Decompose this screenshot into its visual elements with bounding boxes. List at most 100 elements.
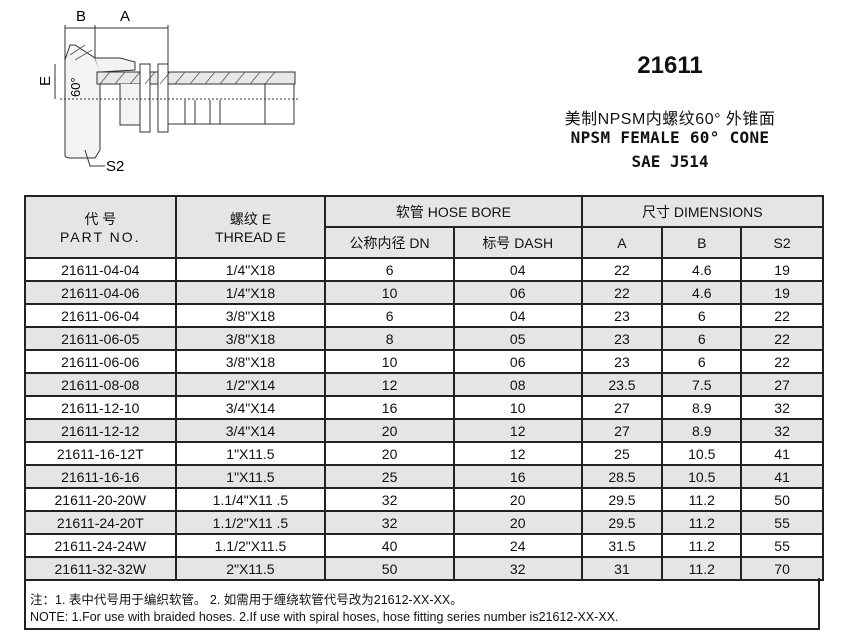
cell-part-no: 21611-16-12T (24, 441, 177, 466)
cell-dash: 12 (452, 441, 583, 466)
cell-dash: 32 (452, 556, 583, 581)
cell-thread: 3/4"X14 (174, 395, 327, 420)
product-name-cn: 美制NPSM内螺纹60° 外锥面 (564, 111, 776, 128)
cell-dn: 8 (324, 326, 455, 351)
header-s2: S2 (740, 226, 824, 259)
cell-b: 4.6 (661, 257, 743, 282)
cell-s2: 19 (740, 257, 824, 282)
cell-dash: 05 (452, 326, 583, 351)
header-part-cn: 代 号 (84, 211, 117, 227)
header-a: A (580, 226, 664, 259)
cell-b: 11.2 (661, 510, 743, 535)
cell-dn: 32 (324, 510, 455, 535)
cell-a: 31.5 (580, 533, 664, 558)
cell-dn: 50 (324, 556, 455, 581)
table-row: 21611-12-10 3/4"X14 16 10 27 8.9 32 (24, 395, 824, 420)
header-dimensions: 尺寸 DIMENSIONS (580, 195, 825, 228)
cell-s2: 32 (740, 418, 824, 443)
label-b: B (76, 8, 86, 25)
table-row: 21611-24-20T 1.1/2"X11 .5 32 20 29.5 11.2 55 (24, 510, 824, 535)
cell-b: 10.5 (661, 441, 743, 466)
cell-s2: 50 (740, 487, 824, 512)
cell-a: 23.5 (580, 372, 664, 397)
cell-thread: 1.1/4"X11 .5 (174, 487, 327, 512)
cell-dash: 12 (452, 418, 583, 443)
product-name-en: NPSM FEMALE 60° CONE (570, 128, 770, 147)
header-part-en: PART NO. (60, 229, 141, 245)
cell-part-no: 21611-20-20W (24, 487, 177, 512)
cell-dn: 25 (324, 464, 455, 489)
cell-dash: 24 (452, 533, 583, 558)
header-part-no: 代 号 PART NO. (24, 195, 177, 259)
cell-s2: 22 (740, 303, 824, 328)
cell-part-no: 21611-04-06 (24, 280, 177, 305)
cell-s2: 32 (740, 395, 824, 420)
cell-s2: 55 (740, 510, 824, 535)
cell-b: 7.5 (661, 372, 743, 397)
cell-part-no: 21611-06-06 (24, 349, 177, 374)
cell-dash: 16 (452, 464, 583, 489)
cell-a: 27 (580, 395, 664, 420)
cell-b: 4.6 (661, 280, 743, 305)
cell-b: 6 (661, 303, 743, 328)
table-row: 21611-12-12 3/4"X14 20 12 27 8.9 32 (24, 418, 824, 443)
cell-part-no: 21611-12-10 (24, 395, 177, 420)
table-row: 21611-06-06 3/8"X18 10 06 23 6 22 (24, 349, 824, 374)
cell-thread: 1/4"X18 (174, 257, 327, 282)
cell-dn: 6 (324, 257, 455, 282)
cell-part-no: 21611-24-20T (24, 510, 177, 535)
cell-thread: 1.1/2"X11.5 (174, 533, 327, 558)
cell-thread: 3/8"X18 (174, 303, 327, 328)
cell-part-no: 21611-24-24W (24, 533, 177, 558)
cell-a: 22 (580, 257, 664, 282)
label-angle: 60° (68, 77, 83, 97)
table-row: 21611-16-16 1"X11.5 25 16 28.5 10.5 41 (24, 464, 824, 489)
table-row: 21611-16-12T 1"X11.5 20 12 25 10.5 41 (24, 441, 824, 466)
cell-dn: 20 (324, 441, 455, 466)
cell-b: 8.9 (661, 418, 743, 443)
cell-a: 23 (580, 349, 664, 374)
cell-b: 8.9 (661, 395, 743, 420)
header-dn: 公称内径 DN (324, 226, 455, 259)
label-e: E (37, 76, 54, 86)
cell-thread: 1"X11.5 (174, 441, 327, 466)
cell-s2: 55 (740, 533, 824, 558)
cell-dn: 16 (324, 395, 455, 420)
label-a: A (120, 8, 130, 25)
part-series-title: 21611 (637, 52, 703, 79)
fitting-drawing: B A E 60° S2 (37, 8, 298, 175)
cell-a: 22 (580, 280, 664, 305)
cell-dn: 10 (324, 349, 455, 374)
cell-b: 6 (661, 326, 743, 351)
cell-part-no: 21611-04-04 (24, 257, 177, 282)
cell-b: 11.2 (661, 487, 743, 512)
table-row: 21611-06-05 3/8"X18 8 05 23 6 22 (24, 326, 824, 351)
cell-thread: 3/8"X18 (174, 349, 327, 374)
cell-a: 25 (580, 441, 664, 466)
standard-label: SAE J514 (631, 152, 709, 171)
cell-dash: 06 (452, 280, 583, 305)
cell-b: 6 (661, 349, 743, 374)
cell-part-no: 21611-16-16 (24, 464, 177, 489)
cell-dash: 10 (452, 395, 583, 420)
cell-a: 27 (580, 418, 664, 443)
cell-thread: 2"X11.5 (174, 556, 327, 581)
cell-dash: 08 (452, 372, 583, 397)
header-dash: 标号 DASH (452, 226, 583, 259)
cell-dash: 20 (452, 510, 583, 535)
cell-a: 28.5 (580, 464, 664, 489)
cell-b: 11.2 (661, 556, 743, 581)
label-s2: S2 (106, 158, 124, 175)
header-thread-cn: 螺纹 E (229, 211, 272, 227)
cell-dn: 40 (324, 533, 455, 558)
notes: 注：1. 表中代号用于编织软管。 2. 如需用于缠绕软管代号改为21612-XX… (24, 578, 820, 630)
cell-dn: 6 (324, 303, 455, 328)
table-row: 21611-04-06 1/4"X18 10 06 22 4.6 19 (24, 280, 824, 305)
header-thread: 螺纹 E THREAD E (174, 195, 327, 259)
cell-b: 10.5 (661, 464, 743, 489)
note-cn: 注：1. 表中代号用于编织软管。 2. 如需用于缠绕软管代号改为21612-XX… (30, 593, 463, 607)
cell-dn: 12 (324, 372, 455, 397)
table-row: 21611-06-04 3/8"X18 6 04 23 6 22 (24, 303, 824, 328)
cell-part-no: 21611-32-32W (24, 556, 177, 581)
cell-b: 11.2 (661, 533, 743, 558)
